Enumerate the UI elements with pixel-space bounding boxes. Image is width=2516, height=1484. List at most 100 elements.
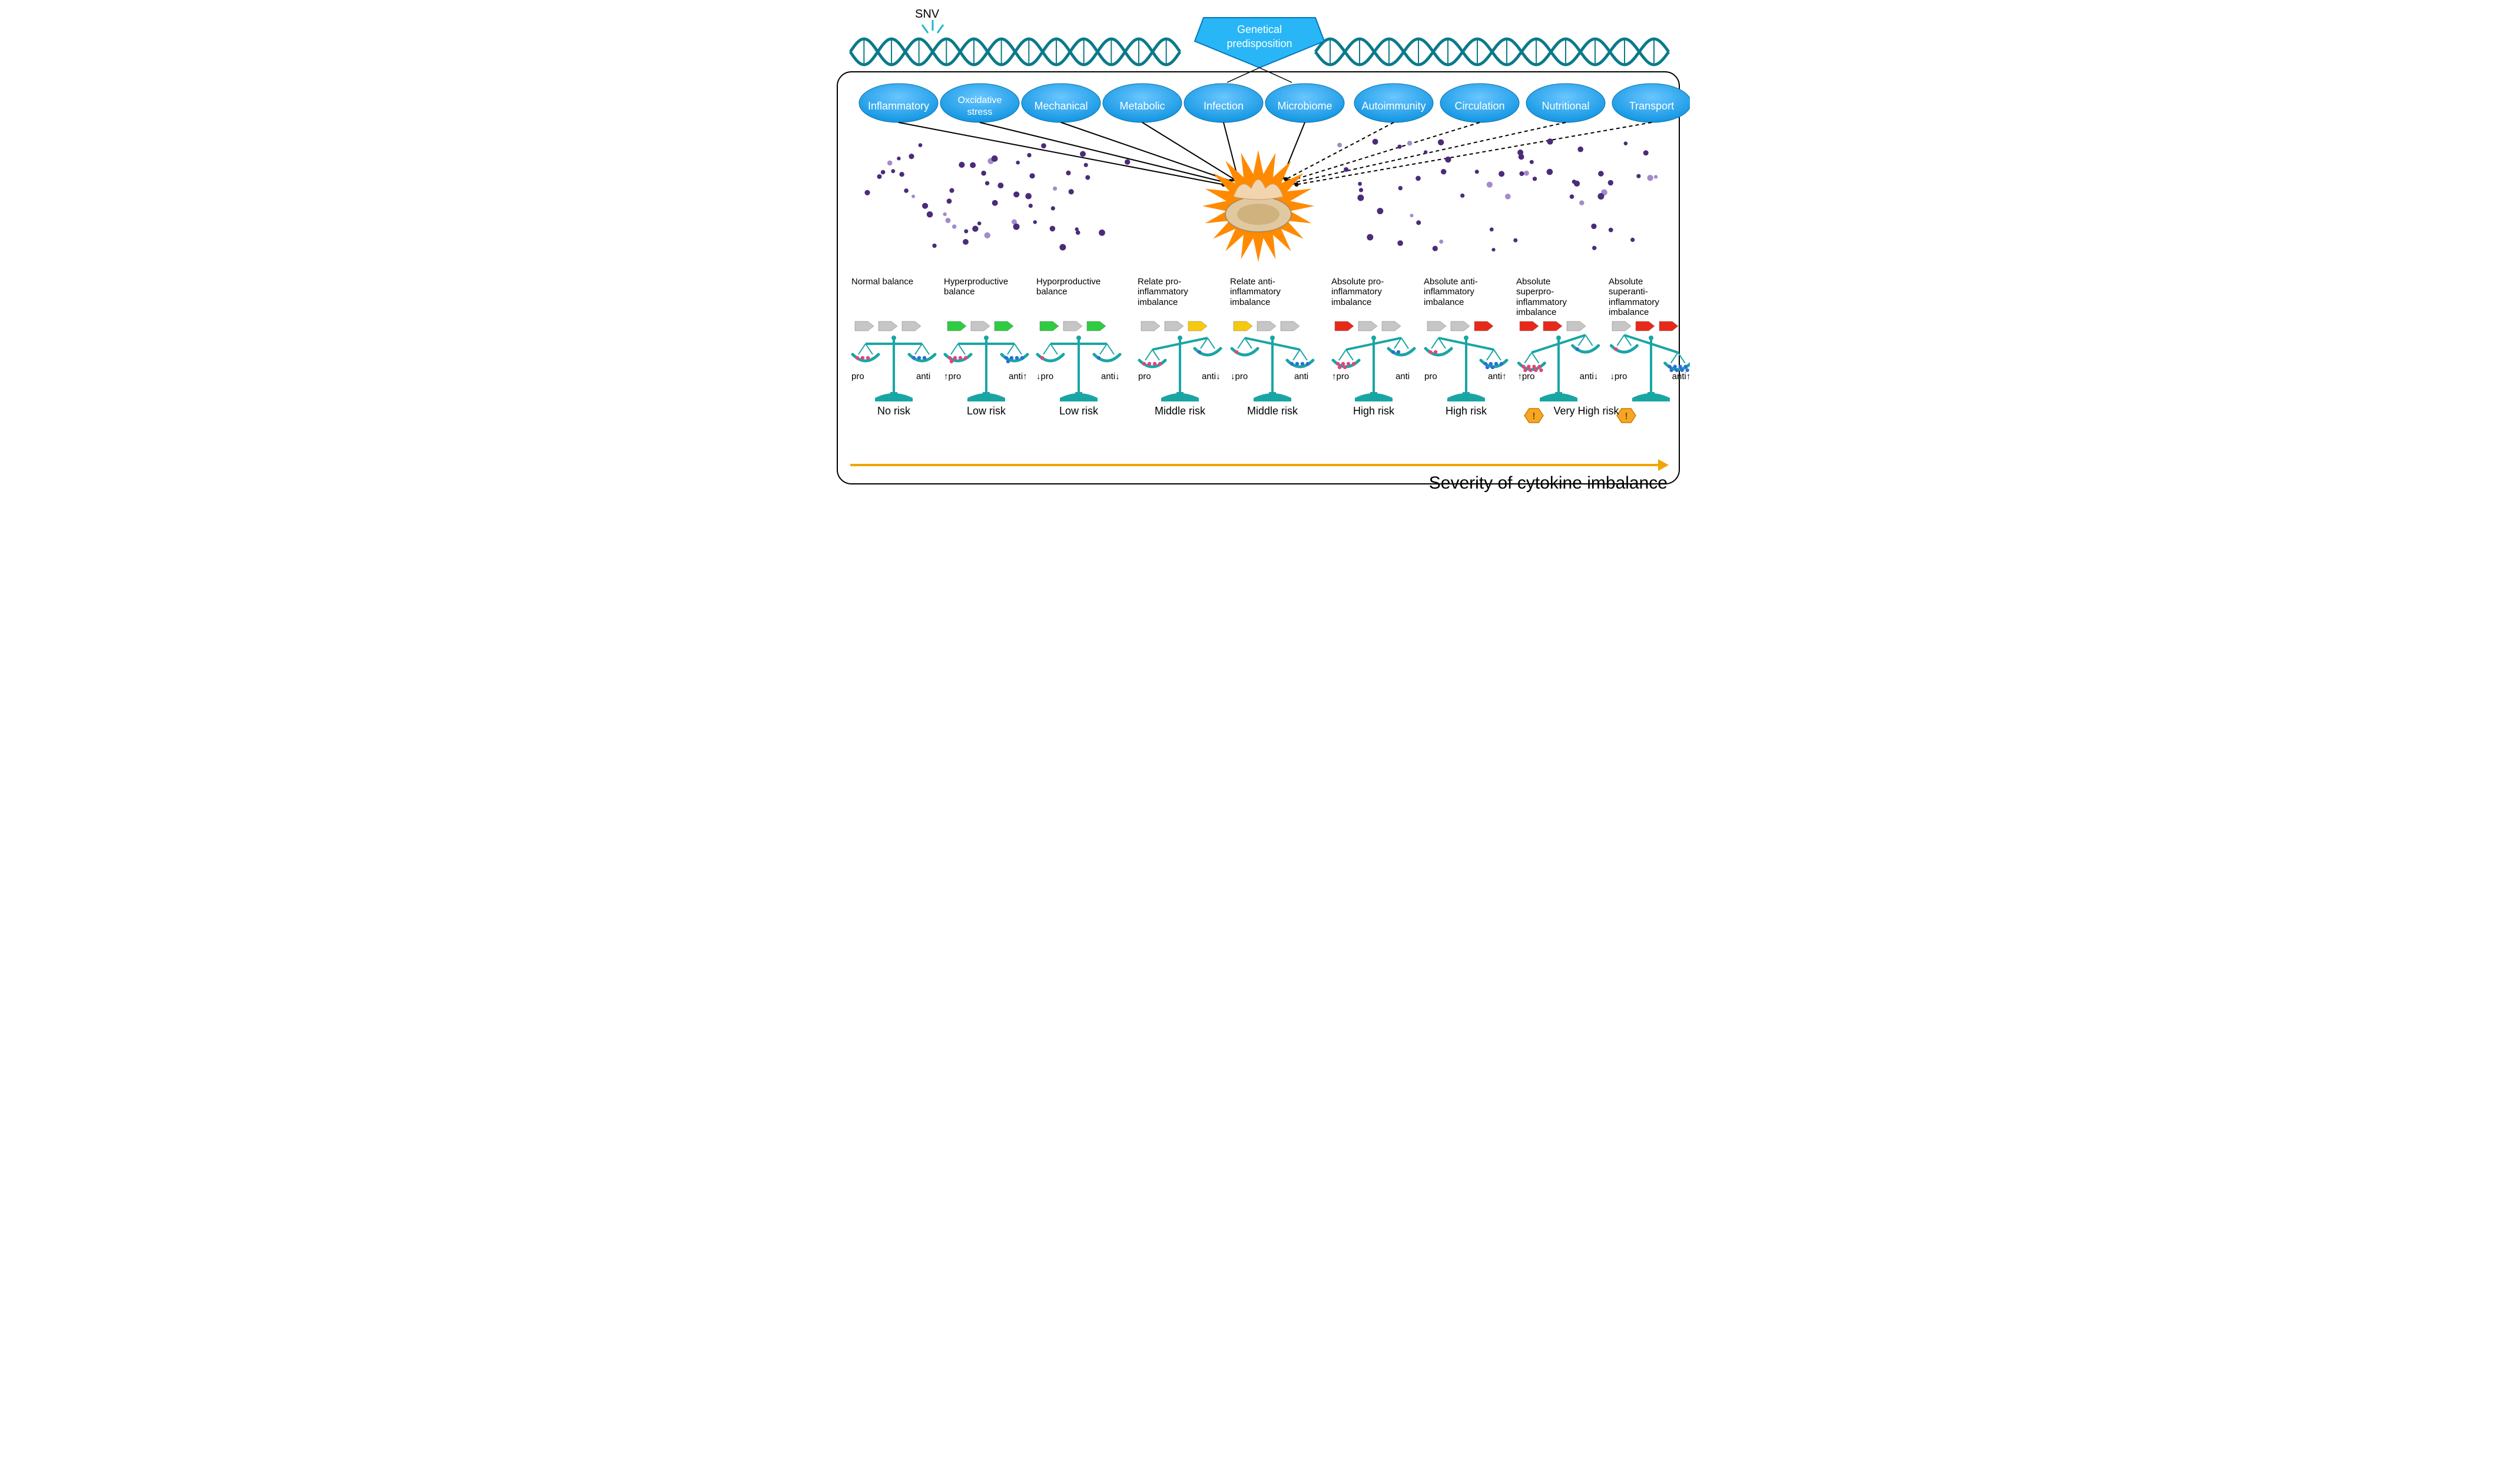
factor-metabolic: Metabolic (1103, 84, 1182, 122)
severity-axis-arrowhead (1658, 459, 1669, 471)
marker-icon (1188, 321, 1207, 331)
marker-icon (1427, 321, 1446, 331)
balance-rel-anti-title: Relate anti-inflammatoryimbalance (1230, 277, 1318, 307)
balance-hypo-title: Hyporproductivebalance (1036, 277, 1125, 297)
pentagon-label-l2: predisposition (1226, 38, 1292, 49)
marker-icon (1474, 321, 1493, 331)
connector-metabolic (1142, 122, 1234, 180)
pentagon-connector-left (1227, 68, 1259, 82)
balance-hyper-title: Hyperproductivebalance (944, 277, 1032, 297)
balance-hypo-pro-label: ↓pro (1036, 371, 1053, 381)
balance-normal-title: Normal balance (851, 277, 940, 287)
balance-scale-icon (853, 336, 935, 401)
balance-hypo: Hyporproductivebalance↓proanti↓Low risk (1036, 277, 1125, 417)
balance-rel-pro-anti-label: anti↓ (1201, 371, 1220, 381)
factor-mechanical-label: Mechanical (1034, 100, 1088, 112)
factor-autoimmunity-label: Autoimmunity (1361, 100, 1426, 112)
factor-transport-label: Transport (1629, 100, 1673, 112)
factor-oxidative-label-l1: Oxcidative (957, 95, 1002, 105)
factor-microbiome: Microbiome (1265, 84, 1344, 122)
connector-autoimmunity (1286, 122, 1394, 180)
dna-helix (850, 39, 1180, 65)
factor-metabolic-label: Metabolic (1119, 100, 1165, 112)
balance-normal: Normal balanceproantiNo risk (851, 277, 940, 417)
severity-axis-label: Severity of cytokine imbalance (1428, 473, 1667, 493)
marker-icon (1087, 321, 1106, 331)
balance-hyper-anti-label: anti↑ (1009, 371, 1027, 381)
marker-icon (1335, 321, 1354, 331)
marker-icon (902, 321, 921, 331)
balance-super-pro-pro-label: ↑pro (1517, 371, 1534, 381)
marker-icon (1451, 321, 1470, 331)
marker-icon (971, 321, 990, 331)
connector-transport (1297, 122, 1652, 185)
connector-circulation (1290, 122, 1480, 181)
balance-abs-anti-risk: High risk (1445, 405, 1487, 417)
marker-icon (1141, 321, 1160, 331)
particles-right (1337, 138, 1658, 251)
marker-icon (995, 321, 1013, 331)
balance-scale-icon (1139, 336, 1221, 401)
balance-rel-pro-title: Relate pro-inflammatoryimbalance (1138, 277, 1226, 307)
balance-scale-icon (1232, 336, 1313, 401)
balance-abs-anti-title: Absolute anti-inflammatoryimbalance (1424, 277, 1512, 307)
marker-icon (1567, 321, 1586, 331)
marker-icon (1520, 321, 1539, 331)
balance-super-anti-pro-label: ↓pro (1610, 371, 1627, 381)
balance-abs-pro-title: Absolute pro-inflammatoryimbalance (1331, 277, 1420, 307)
balance-scale-icon (1426, 336, 1507, 401)
marker-icon (1612, 321, 1631, 331)
factor-infection-label: Infection (1203, 100, 1243, 112)
balance-rel-anti-anti-label: anti (1294, 371, 1308, 381)
balance-scale-icon (1519, 335, 1598, 401)
marker-icon (1063, 321, 1082, 331)
marker-icon (1543, 321, 1562, 331)
snv-label: SNV (915, 8, 940, 21)
balance-normal-pro-label: pro (851, 371, 864, 381)
factor-microbiome-label: Microbiome (1277, 100, 1332, 112)
connector-mechanical (1061, 122, 1231, 181)
factor-autoimmunity: Autoimmunity (1354, 84, 1433, 122)
marker-icon (1636, 321, 1655, 331)
factor-oxidative: Oxcidative stress (940, 84, 1019, 122)
factor-inflammatory-label: Inflammatory (867, 100, 929, 112)
marker-icon (1040, 321, 1059, 331)
balance-abs-pro: Absolute pro-inflammatoryimbalance↑proan… (1331, 277, 1420, 417)
factor-circulation: Circulation (1440, 84, 1519, 122)
balance-abs-pro-anti-label: anti (1395, 371, 1409, 381)
very-high-risk-label: Very High risk (1553, 405, 1619, 417)
marker-icon (1382, 321, 1401, 331)
balance-hyper-risk: Low risk (966, 405, 1006, 417)
balance-abs-anti-pro-label: pro (1424, 371, 1437, 381)
balance-super-anti-title: Absolutesuperanti-inflammatoryimbalance (1609, 277, 1690, 317)
factor-nutritional: Nutritional (1526, 84, 1605, 122)
balance-normal-anti-label: anti (916, 371, 930, 381)
marker-icon (1257, 321, 1276, 331)
balance-scale-icon (1037, 336, 1120, 401)
factor-oxidative-label-l2: stress (967, 107, 992, 117)
marker-icon (947, 321, 966, 331)
factors-row: Inflammatory Oxcidative stress Mechanical Me… (859, 84, 1690, 122)
balance-super-pro-title: Absolutesuperpro-inflammatoryimbalance (1516, 277, 1605, 317)
factor-circulation-label: Circulation (1454, 100, 1504, 112)
balance-scale-icon (945, 336, 1027, 401)
balance-rel-anti: Relate anti-inflammatoryimbalance ↓pro ant… (1230, 277, 1318, 417)
balance-super-anti-anti-label: anti↑ (1672, 371, 1689, 381)
balance-hyper-pro-label: ↑pro (944, 371, 961, 381)
pentagon-label-l1: Genetical (1237, 24, 1281, 35)
balance-rel-anti-risk: Middle risk (1247, 405, 1298, 417)
svg-text:!: ! (1625, 411, 1627, 421)
svg-text:!: ! (1532, 411, 1535, 421)
balance-rel-pro-pro-label: pro (1138, 371, 1151, 381)
sunburst-disc-icon (1202, 150, 1314, 262)
balance-super-pro-anti-label: anti↓ (1579, 371, 1598, 381)
balance-rel-pro-risk: Middle risk (1154, 405, 1205, 417)
balance-abs-anti: Absolute anti-inflammatoryimbalanceproan… (1424, 277, 1512, 417)
marker-icon (879, 321, 897, 331)
balance-rel-anti-pro-label: ↓pro (1231, 371, 1248, 381)
marker-icon (1659, 321, 1678, 331)
balance-super-pro: Absolutesuperpro-inflammatoryimbalance ↑p… (1516, 277, 1605, 423)
factor-infection: Infection (1184, 84, 1263, 122)
marker-icon (1234, 321, 1252, 331)
marker-icon (1165, 321, 1184, 331)
